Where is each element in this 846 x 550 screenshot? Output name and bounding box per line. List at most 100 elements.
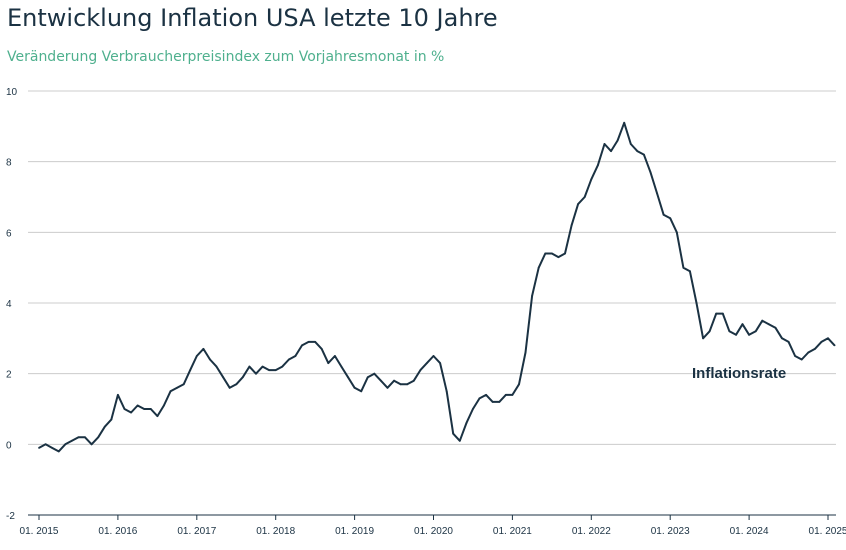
data-point [458,439,461,442]
x-tick-label: 01. 2021 [493,526,532,537]
data-point [117,394,119,396]
data-point [445,390,448,393]
data-point [314,341,317,343]
data-point [478,397,481,400]
data-point [110,418,113,421]
data-point [64,443,67,446]
data-point [669,217,672,220]
y-tick-label: 8 [6,158,12,169]
data-point [136,404,139,407]
data-point [182,383,185,386]
data-point [268,369,270,371]
series-layer [38,121,836,453]
data-point [715,312,718,315]
data-point [814,348,816,350]
data-point [498,401,501,403]
data-point [209,358,211,361]
data-point [833,344,836,347]
data-point [176,386,179,389]
data-point [320,348,323,350]
y-tick-label: 6 [6,228,12,239]
data-point [583,196,586,198]
data-point [649,171,652,174]
data-point [708,330,711,333]
data-point [235,383,238,386]
data-point [564,252,566,255]
data-point [327,362,330,364]
x-tick-label: 01. 2016 [98,526,137,537]
data-point [774,326,777,329]
data-point [301,344,303,347]
data-point [557,256,560,258]
data-point [807,351,810,354]
data-point [228,386,231,389]
data-point [735,333,737,336]
series-line [38,121,836,453]
data-point [255,372,257,375]
data-point [662,213,665,216]
y-tick-label: 0 [6,440,12,451]
data-point [465,422,468,424]
data-point [281,365,284,368]
series-label: Inflationsrate [692,365,786,382]
data-point [537,266,540,269]
data-point [675,231,678,234]
data-point [294,355,297,357]
data-point [103,425,106,428]
data-point [590,178,593,181]
data-point [485,394,487,396]
x-tick-label: 01. 2015 [20,526,59,537]
y-axis-tick-labels: -2 0 2 4 6 8 10 [6,87,18,522]
data-point [531,295,533,297]
data-point [51,447,53,449]
data-point [577,203,579,206]
data-point [629,143,632,145]
data-point [261,365,264,368]
data-point [682,266,685,269]
data-point [702,337,704,340]
data-point [432,355,435,357]
data-point [695,302,698,304]
data-point [399,383,402,386]
data-point [800,358,803,361]
data-point [511,394,514,396]
chart-title: Entwicklung Inflation USA letzte 10 Jahr… [7,4,498,32]
data-point [551,252,553,255]
x-tick-label: 01. 2024 [730,526,769,537]
data-point [307,341,310,343]
data-point [90,443,93,446]
data-point [353,386,356,389]
data-point [728,330,731,333]
data-point [38,447,40,449]
data-point [504,394,507,396]
data-point [340,365,343,368]
data-point [518,383,520,386]
data-point [623,121,626,124]
data-point [491,401,494,403]
data-point [241,376,244,379]
data-point [143,408,146,410]
data-point [603,143,606,145]
data-point [406,383,409,386]
data-point [643,153,645,156]
data-point [689,270,691,273]
data-point [439,362,441,364]
data-point [248,365,251,368]
data-point [347,376,349,379]
y-tick-label: 4 [6,299,12,310]
data-point [412,379,415,382]
data-point [820,341,823,343]
series-labels: Inflationsrate [692,365,786,382]
data-point [721,312,724,315]
x-tick-label: 01. 2017 [177,526,216,537]
data-point [656,192,658,195]
data-point [636,150,639,153]
data-point [123,408,126,410]
data-point [189,369,192,371]
data-point [393,379,395,382]
data-point [827,337,829,340]
data-point [472,408,474,410]
data-point [163,404,165,407]
data-point [741,323,744,326]
